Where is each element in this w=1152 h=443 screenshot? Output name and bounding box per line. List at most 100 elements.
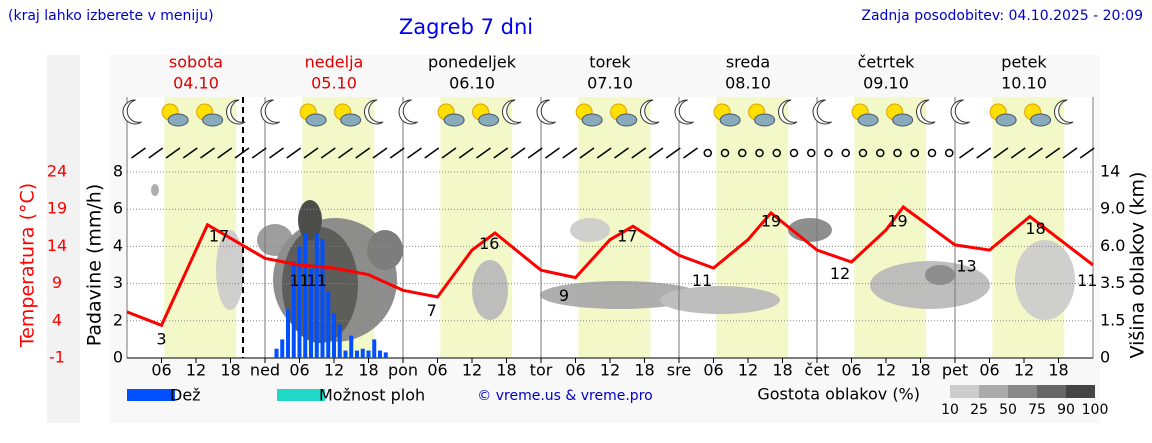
x-tick-label: tor xyxy=(530,361,553,380)
wind-barb xyxy=(562,147,578,159)
wind-barb xyxy=(372,147,388,159)
wind-barb xyxy=(320,147,336,159)
temp-label: 9 xyxy=(559,286,569,305)
cloud-blob xyxy=(540,281,700,309)
rain-bar xyxy=(360,348,365,358)
day-date: 04.10 xyxy=(173,74,219,93)
moon xyxy=(502,99,522,125)
wind-barb xyxy=(527,147,543,159)
x-tick-label: 06 xyxy=(427,361,447,380)
y-tick-label: 2 xyxy=(113,310,123,329)
wind-barb xyxy=(596,147,612,159)
cloud-tick-label: 6.0 xyxy=(1100,236,1125,255)
day-name: sobota xyxy=(169,53,223,72)
density-tick: 50 xyxy=(999,402,1017,418)
wind-barb xyxy=(545,147,560,159)
density-swatch xyxy=(1008,385,1037,398)
cloud xyxy=(443,113,465,127)
moon xyxy=(260,99,280,125)
moon xyxy=(916,99,936,125)
x-tick-label: pon xyxy=(388,361,418,380)
cloud-blob xyxy=(570,218,610,242)
wind-barb xyxy=(458,147,474,159)
x-tick-label: 18 xyxy=(496,361,516,380)
wind-barb xyxy=(1045,147,1061,159)
wind-barb xyxy=(286,147,302,159)
wind-barb xyxy=(1010,147,1026,159)
cloud xyxy=(167,113,189,127)
moon xyxy=(778,99,798,125)
cloud-blob xyxy=(1015,240,1075,320)
calm xyxy=(807,148,816,158)
updated: Zadnja posodobitev: 04.10.2025 - 20:09 xyxy=(861,8,1143,24)
x-tick-label: ned xyxy=(250,361,280,380)
x-tick-label: 12 xyxy=(1014,361,1034,380)
calm xyxy=(945,148,954,158)
calm xyxy=(720,148,730,158)
rain-bar xyxy=(274,348,279,358)
moon xyxy=(950,99,970,125)
density-tick: 90 xyxy=(1057,402,1075,418)
menu-note: (kraj lahko izberete v meniju) xyxy=(8,8,214,24)
wind-barb xyxy=(1079,147,1095,159)
density-tick: 10 xyxy=(941,402,959,418)
calm xyxy=(858,148,868,158)
cloud-blob xyxy=(788,218,832,242)
calm xyxy=(703,148,712,158)
density-tick: 75 xyxy=(1028,402,1046,418)
rain-bar xyxy=(383,352,388,358)
x-tick-label: 12 xyxy=(324,361,344,380)
x-tick-label: 06 xyxy=(151,361,171,380)
cloud-blob xyxy=(660,286,780,314)
calm xyxy=(772,148,781,158)
density-title: Gostota oblakov (%) xyxy=(757,385,920,404)
wind-symbols xyxy=(131,147,1095,159)
temp-tick-label: 4 xyxy=(52,310,62,329)
rain-bar xyxy=(337,324,342,358)
cloud xyxy=(1030,113,1052,127)
x-tick-label: 06 xyxy=(979,361,999,380)
cloud xyxy=(581,113,603,127)
y-tick-label: 0 xyxy=(113,348,123,367)
daylight xyxy=(440,97,513,358)
credit: © vreme.us & vreme.pro xyxy=(477,388,652,404)
wind-barb xyxy=(303,147,319,159)
legend-label: Možnost ploh xyxy=(319,386,425,405)
daylight xyxy=(854,97,927,358)
moon xyxy=(398,99,418,125)
temp-label: 17 xyxy=(617,227,637,246)
calm xyxy=(893,148,902,158)
wind-barb xyxy=(389,147,405,159)
temp-label: 7 xyxy=(427,301,437,320)
rain-bar xyxy=(366,350,371,358)
day-name: nedelja xyxy=(305,53,364,72)
x-tick-label: 18 xyxy=(1048,361,1068,380)
rain-bar xyxy=(320,238,325,358)
wind-barb xyxy=(338,147,353,159)
temp-label: 16 xyxy=(479,234,499,253)
wind-barb xyxy=(614,147,629,159)
legend-swatch xyxy=(277,389,325,401)
rain-bar xyxy=(378,350,382,358)
wind-barb xyxy=(217,147,233,159)
day-date: 09.10 xyxy=(863,74,909,93)
y-tick-label: 4 xyxy=(113,236,123,255)
day-date: 08.10 xyxy=(725,74,771,93)
day-name: sreda xyxy=(726,53,770,72)
cloud-tick-label: 9.0 xyxy=(1100,199,1125,218)
moon xyxy=(674,99,694,125)
y-axis-title: Padavine (mm/h) xyxy=(84,184,106,347)
day-date: 06.10 xyxy=(449,74,495,93)
day-name: petek xyxy=(1001,53,1047,72)
x-tick-label: pet xyxy=(942,361,968,380)
x-tick-label: 12 xyxy=(462,361,482,380)
moon xyxy=(226,99,246,125)
x-tick-label: 18 xyxy=(358,361,378,380)
rain-bar xyxy=(286,309,290,358)
rain-bar xyxy=(280,339,285,358)
temp-label: 17 xyxy=(209,227,229,246)
day-date: 07.10 xyxy=(587,74,633,93)
cloud xyxy=(719,113,741,127)
cloud-blob xyxy=(472,260,508,320)
